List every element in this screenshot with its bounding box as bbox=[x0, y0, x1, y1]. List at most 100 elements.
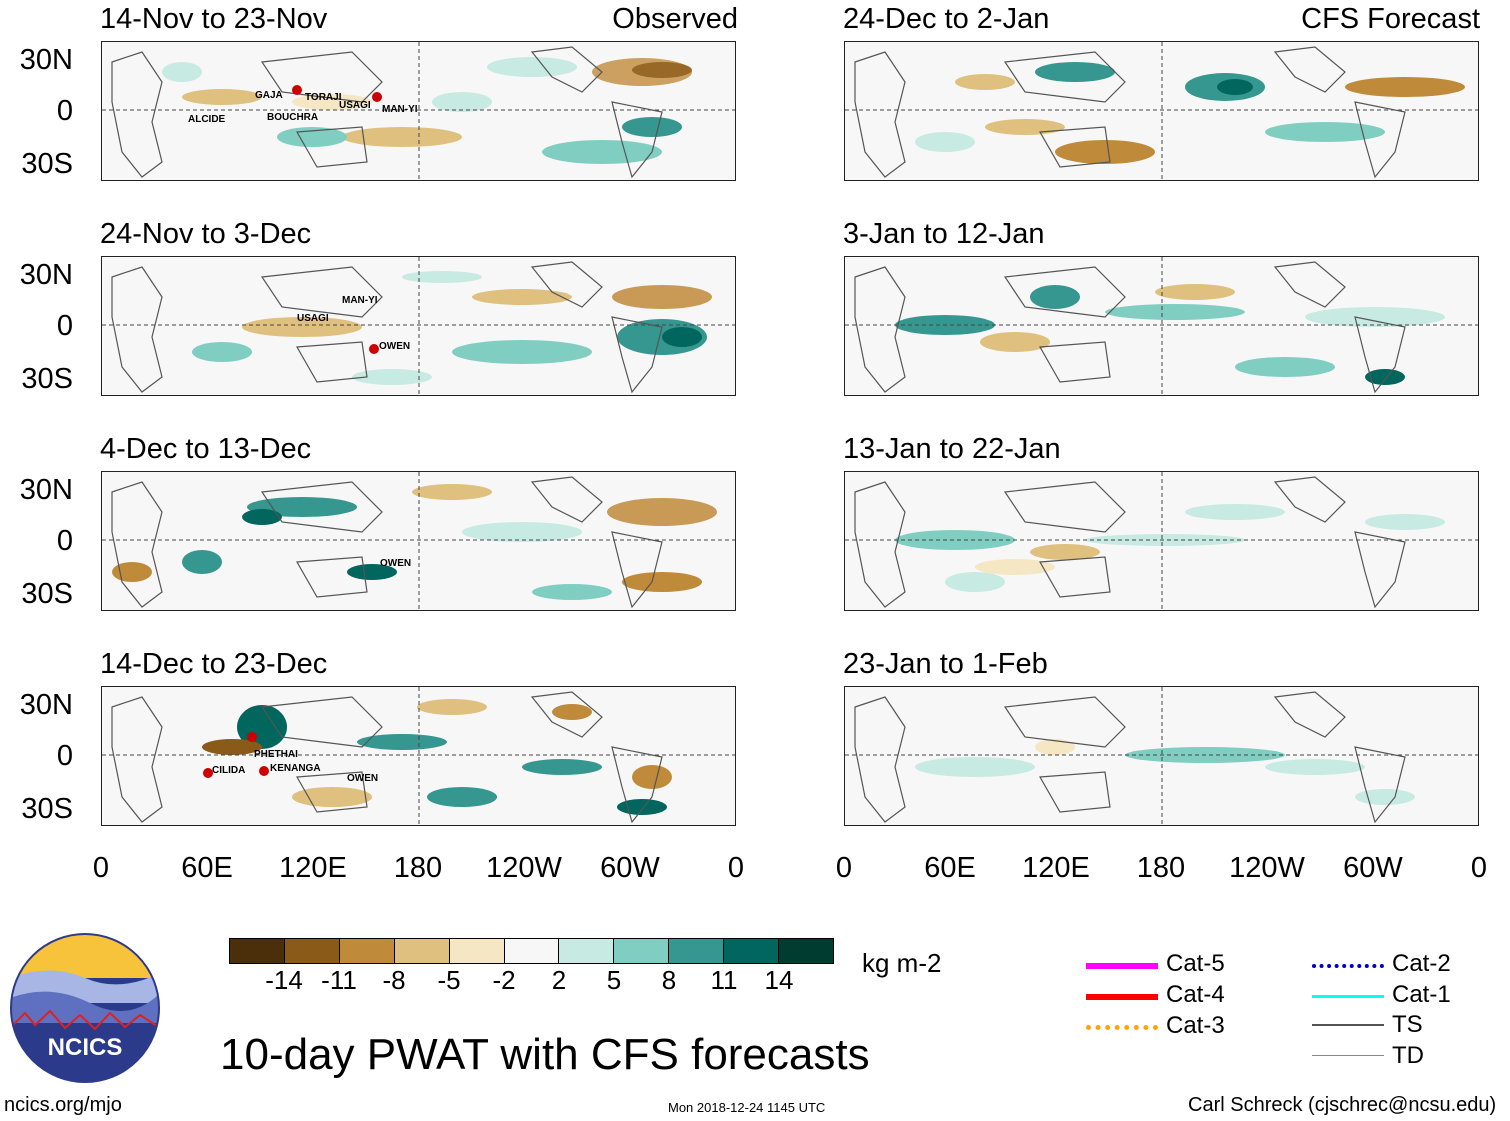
storm-label: MAN-YI bbox=[382, 104, 418, 115]
lon-label: 180 bbox=[393, 852, 443, 884]
colorbar-swatch bbox=[284, 939, 340, 963]
panel-title: 3-Jan to 12-Jan bbox=[843, 218, 1045, 250]
map-panel: GAJA TORAJI USAGI MAN-YI ALCIDE BOUCHRA bbox=[101, 41, 736, 181]
lat-label: 30S bbox=[21, 148, 73, 180]
colorbar-tick: 8 bbox=[661, 965, 677, 995]
panel-title: 14-Dec to 23-Dec bbox=[100, 648, 328, 680]
lat-label: 0 bbox=[56, 525, 73, 557]
storm-label: TORAJI bbox=[305, 92, 342, 103]
logo-text: NCICS bbox=[48, 1034, 123, 1061]
map-panel: PHETHAI CILIDA KENANGA OWEN bbox=[101, 686, 736, 826]
colorbar-tick: 14 bbox=[764, 965, 794, 995]
panel-title: 24-Nov to 3-Dec bbox=[100, 218, 312, 250]
lat-label: 30N bbox=[19, 259, 73, 291]
legend-line-cat3 bbox=[1086, 1025, 1158, 1030]
legend-line-cat5 bbox=[1086, 963, 1158, 969]
lat-label: 30S bbox=[21, 578, 73, 610]
storm-label: CILIDA bbox=[212, 765, 245, 776]
colorbar-swatch bbox=[779, 939, 833, 963]
storm-label: BOUCHRA bbox=[267, 112, 318, 123]
storm-label: USAGI bbox=[339, 100, 371, 111]
lat-label: 0 bbox=[56, 95, 73, 127]
colorbar-swatch bbox=[724, 939, 780, 963]
legend-label: TD bbox=[1392, 1042, 1424, 1069]
colorbar-tick: -8 bbox=[382, 965, 406, 995]
colorbar-tick: -5 bbox=[437, 965, 461, 995]
lat-label: 30S bbox=[21, 793, 73, 825]
lon-label: 0 bbox=[727, 852, 745, 884]
panel-title: 13-Jan to 22-Jan bbox=[843, 433, 1061, 465]
lon-label: 180 bbox=[1136, 852, 1186, 884]
legend-label: Cat-5 bbox=[1166, 950, 1225, 977]
storm-label: OWEN bbox=[379, 341, 410, 352]
storm-label: OWEN bbox=[347, 773, 378, 784]
colorbar-tick: 5 bbox=[606, 965, 622, 995]
ncics-logo: NCICS bbox=[10, 933, 160, 1083]
colorbar-tick: -14 bbox=[265, 965, 303, 995]
footer-author: Carl Schreck (cjschrec@ncsu.edu) bbox=[1188, 1094, 1497, 1116]
legend-label: Cat-4 bbox=[1166, 981, 1225, 1008]
lon-label: 120E bbox=[1022, 852, 1090, 884]
legend-label: Cat-3 bbox=[1166, 1012, 1225, 1039]
colorbar-tick: 11 bbox=[710, 965, 738, 995]
storm-label: USAGI bbox=[297, 313, 329, 324]
lat-label: 0 bbox=[56, 740, 73, 772]
lon-label: 60E bbox=[181, 852, 233, 884]
panel-title: 14-Nov to 23-Nov bbox=[100, 3, 328, 35]
lon-label: 0 bbox=[835, 852, 853, 884]
legend-line-cat1 bbox=[1312, 995, 1384, 998]
main-title: 10-day PWAT with CFS forecasts bbox=[220, 1030, 870, 1079]
panel-title: 4-Dec to 13-Dec bbox=[100, 433, 312, 465]
lon-label: 60W bbox=[600, 852, 660, 884]
lon-label: 120W bbox=[486, 852, 562, 884]
map-panel bbox=[844, 686, 1479, 826]
lon-label: 60W bbox=[1343, 852, 1403, 884]
legend-label: Cat-2 bbox=[1392, 950, 1451, 977]
legend-line-cat4 bbox=[1086, 994, 1158, 1000]
map-panel bbox=[844, 471, 1479, 611]
colorbar-tick: -11 bbox=[321, 965, 357, 995]
lon-label: 0 bbox=[1470, 852, 1488, 884]
lon-label: 60E bbox=[924, 852, 976, 884]
storm-label: KENANGA bbox=[270, 763, 321, 774]
panel-title: 23-Jan to 1-Feb bbox=[843, 648, 1048, 680]
lat-label: 0 bbox=[56, 310, 73, 342]
footer-timestamp: Mon 2018-12-24 1145 UTC bbox=[668, 1100, 826, 1115]
colorbar-swatch bbox=[504, 939, 560, 963]
legend-label: Cat-1 bbox=[1392, 981, 1451, 1008]
colorbar-swatch bbox=[339, 939, 395, 963]
colorbar-swatch bbox=[394, 939, 450, 963]
storm-label: GAJA bbox=[255, 90, 283, 101]
legend-line-cat2 bbox=[1312, 964, 1384, 968]
map-panel bbox=[844, 256, 1479, 396]
panel-title: 24-Dec to 2-Jan bbox=[843, 3, 1050, 35]
storm-label: PHETHAI bbox=[254, 749, 298, 760]
lon-label: 120E bbox=[279, 852, 347, 884]
map-panel: OWEN bbox=[101, 471, 736, 611]
storm-label: MAN-YI bbox=[342, 295, 378, 306]
panel-label-observed: Observed bbox=[612, 3, 738, 35]
map-panel: MAN-YI USAGI OWEN bbox=[101, 256, 736, 396]
colorbar-tick: -2 bbox=[492, 965, 516, 995]
storm-label: OWEN bbox=[380, 558, 411, 569]
lat-label: 30N bbox=[19, 689, 73, 721]
legend-line-td bbox=[1312, 1055, 1384, 1056]
colorbar-tick: 2 bbox=[551, 965, 567, 995]
lat-label: 30S bbox=[21, 363, 73, 395]
colorbar-swatch bbox=[449, 939, 505, 963]
lon-label: 120W bbox=[1229, 852, 1305, 884]
lat-label: 30N bbox=[19, 474, 73, 506]
colorbar-unit: kg m-2 bbox=[862, 948, 942, 978]
legend-line-ts bbox=[1312, 1024, 1384, 1026]
colorbar-swatch bbox=[559, 939, 615, 963]
map-panel bbox=[844, 41, 1479, 181]
storm-label: ALCIDE bbox=[188, 114, 226, 125]
colorbar-swatch bbox=[230, 939, 285, 963]
colorbar-swatch bbox=[669, 939, 725, 963]
footer-url[interactable]: ncics.org/mjo bbox=[4, 1094, 122, 1116]
colorbar bbox=[229, 938, 834, 964]
lon-label: 0 bbox=[92, 852, 110, 884]
lat-label: 30N bbox=[19, 44, 73, 76]
colorbar-swatch bbox=[614, 939, 670, 963]
panel-label-forecast: CFS Forecast bbox=[1301, 3, 1480, 35]
